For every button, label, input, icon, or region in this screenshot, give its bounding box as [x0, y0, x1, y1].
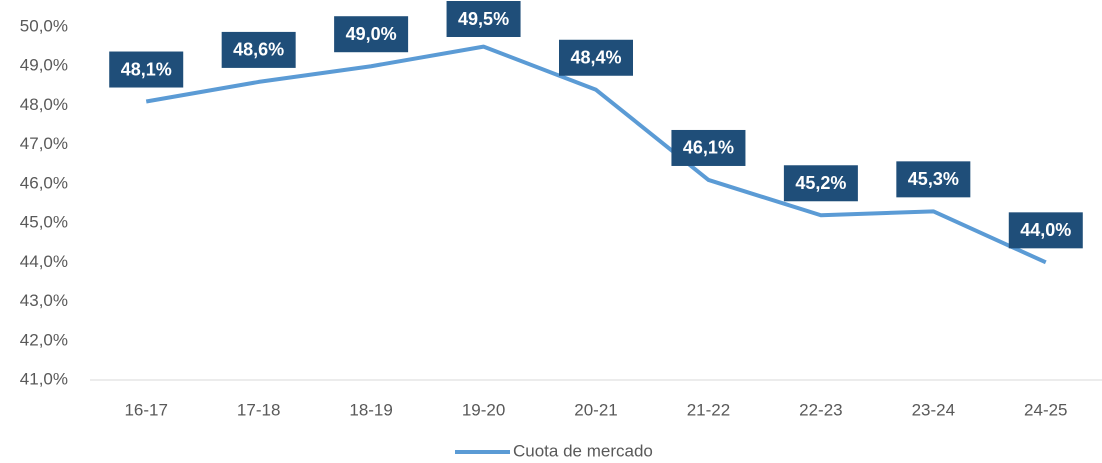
- x-tick-label: 20-21: [574, 400, 617, 419]
- data-label: 44,0%: [1020, 220, 1071, 240]
- x-tick-label: 21-22: [687, 400, 730, 419]
- line: [145, 44, 1047, 265]
- x-tick-label: 18-19: [349, 400, 392, 419]
- label-box: [446, 1, 521, 37]
- x-tick-label: 19-20: [462, 400, 505, 419]
- data-label: 49,0%: [346, 24, 397, 44]
- label-box: [221, 31, 296, 68]
- data-label: 48,4%: [570, 48, 621, 68]
- y-tick-label: 50,0%: [20, 16, 68, 35]
- legend-label: Cuota de mercado: [513, 441, 653, 460]
- y-tick-label: 48,0%: [20, 95, 68, 114]
- label-box: [334, 16, 409, 53]
- label-box: [559, 39, 633, 76]
- x-tick-label: 23-24: [912, 400, 955, 419]
- data-label: 48,1%: [121, 59, 172, 79]
- y-tick-label: 43,0%: [20, 291, 68, 310]
- label-box: [671, 129, 746, 166]
- label-box: [896, 161, 971, 198]
- y-tick-label: 47,0%: [20, 134, 68, 153]
- y-tick-label: 42,0%: [20, 330, 68, 349]
- data-label: 49,5%: [458, 9, 509, 29]
- y-tick-label: 49,0%: [20, 56, 68, 75]
- data-label: 46,1%: [683, 138, 734, 158]
- data-label: 45,2%: [795, 173, 846, 193]
- data-label: 45,3%: [908, 169, 959, 189]
- x-tick-label: 22-23: [799, 400, 842, 419]
- y-tick-label: 41,0%: [20, 369, 68, 388]
- y-tick-label: 45,0%: [20, 213, 68, 232]
- x-tick-label: 16-17: [124, 400, 167, 419]
- label-box: [1008, 212, 1083, 249]
- y-tick-label: 46,0%: [20, 173, 68, 192]
- data-label: 48,6%: [233, 40, 284, 60]
- y-tick-label: 44,0%: [20, 252, 68, 271]
- label-box: [783, 165, 858, 202]
- x-tick-label: 17-18: [237, 400, 280, 419]
- x-tick-label: 24-25: [1024, 400, 1067, 419]
- label-box: [109, 51, 184, 88]
